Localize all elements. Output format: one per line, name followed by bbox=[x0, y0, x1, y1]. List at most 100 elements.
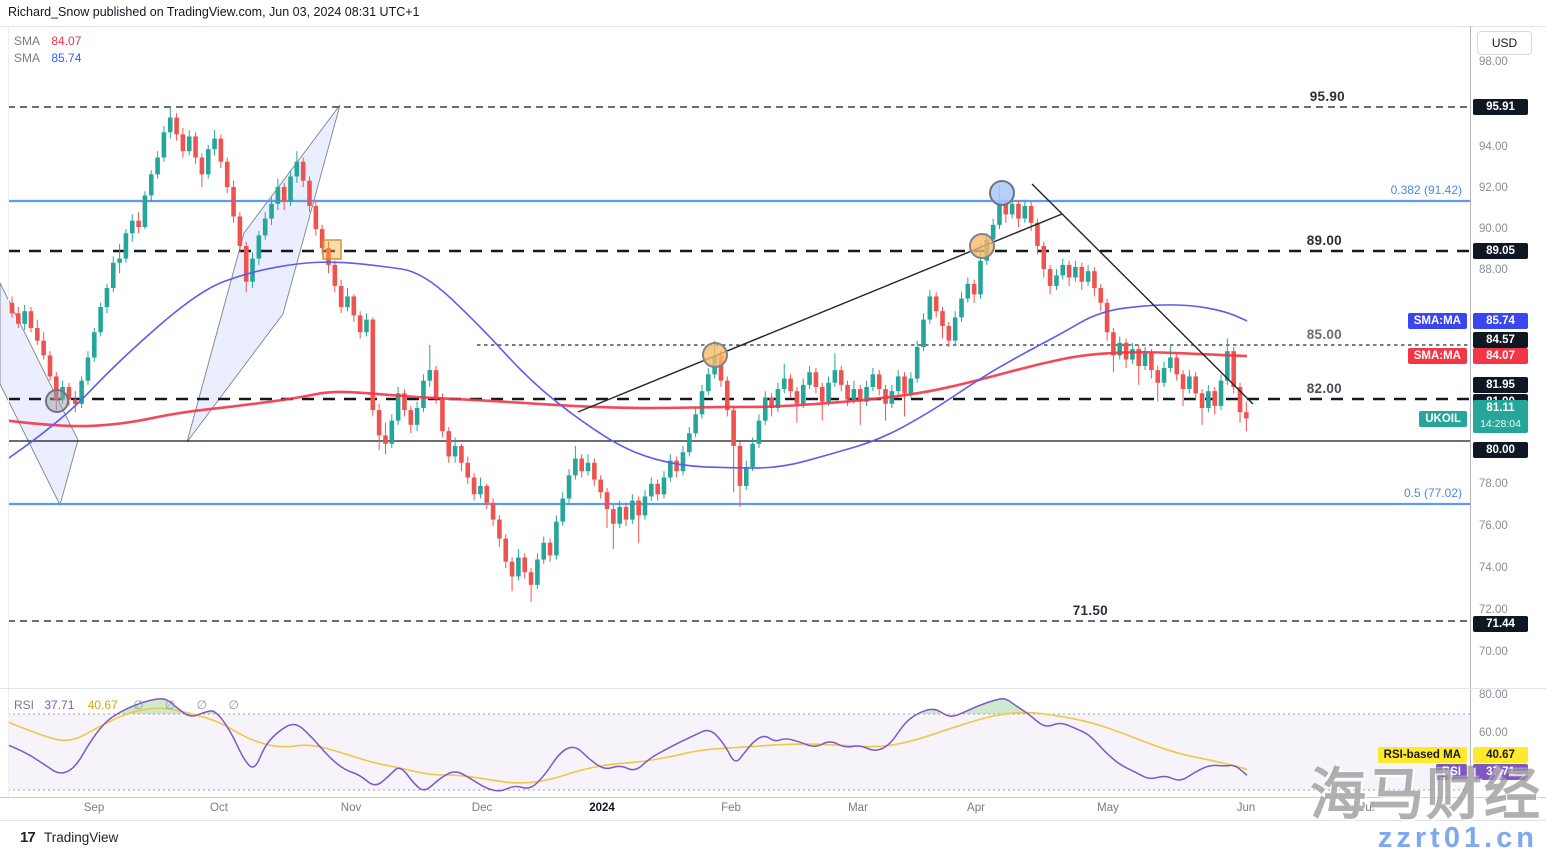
candle-body bbox=[1104, 302, 1110, 333]
time-label-Jun[interactable]: Jun bbox=[1236, 802, 1256, 814]
candle-body bbox=[256, 235, 262, 259]
price-axis-border[interactable] bbox=[1470, 26, 1471, 820]
time-label-Dec[interactable]: Dec bbox=[471, 802, 493, 814]
price-tick-98.00: 98.00 bbox=[1479, 56, 1508, 68]
candle-body bbox=[167, 117, 173, 133]
candle-body bbox=[243, 245, 249, 282]
candle-body bbox=[1168, 357, 1173, 369]
candle-body bbox=[1218, 380, 1224, 406]
candle-body bbox=[224, 161, 230, 187]
circle-marker-1[interactable] bbox=[45, 389, 69, 413]
candle-body bbox=[91, 332, 97, 358]
candle-body bbox=[148, 174, 154, 196]
candle-body bbox=[547, 542, 553, 556]
candle-body bbox=[421, 380, 426, 409]
pane-separator[interactable] bbox=[0, 688, 1546, 689]
circle-marker-3[interactable] bbox=[969, 233, 995, 259]
time-label-Mar[interactable]: Mar bbox=[848, 802, 868, 814]
price-badge-71.44[interactable]: 71.44 bbox=[1473, 616, 1528, 632]
last-price-badge[interactable]: 81.11 14:28:04 bbox=[1473, 400, 1528, 433]
candle-body bbox=[997, 201, 1002, 225]
price-badge-81.95[interactable]: 81.95 bbox=[1473, 377, 1528, 393]
time-label-2024[interactable]: 2024 bbox=[589, 802, 615, 814]
sma-legend: SMA 84.07 SMA 85.74 bbox=[14, 33, 81, 67]
tradingview-logo-icon[interactable]: 17 bbox=[20, 829, 36, 846]
candle-body bbox=[661, 477, 667, 495]
trendline-2 bbox=[1031, 183, 1254, 405]
time-label-Sep[interactable]: Sep bbox=[83, 802, 105, 814]
candle-body bbox=[946, 325, 952, 341]
last-price-time: 14:28:04 bbox=[1480, 418, 1521, 430]
time-label-May[interactable]: May bbox=[1097, 802, 1119, 814]
price-badge-84.07[interactable]: 84.07 bbox=[1473, 348, 1528, 364]
level-label-89.00: 89.00 bbox=[1306, 233, 1342, 248]
price-badge-80.00[interactable]: 80.00 bbox=[1473, 442, 1528, 458]
time-label-Feb[interactable]: Feb bbox=[721, 802, 741, 814]
candle-body bbox=[921, 319, 926, 347]
circle-marker-4[interactable] bbox=[989, 180, 1015, 206]
candle-body bbox=[1231, 351, 1236, 387]
candle-body bbox=[1206, 391, 1211, 409]
candle-body bbox=[338, 285, 344, 307]
time-label-Apr[interactable]: Apr bbox=[967, 802, 985, 814]
candle-body bbox=[326, 248, 331, 265]
price-tick-90.00: 90.00 bbox=[1479, 223, 1508, 235]
sma-slow-legend-row[interactable]: SMA 85.74 bbox=[14, 50, 81, 67]
candle-body bbox=[756, 420, 762, 444]
candle-body bbox=[927, 296, 933, 320]
candle-body bbox=[497, 519, 502, 539]
candle-body bbox=[1066, 264, 1072, 278]
candle-body bbox=[218, 138, 224, 162]
candle-body bbox=[528, 572, 534, 585]
candle-body bbox=[490, 502, 496, 520]
candle-body bbox=[376, 410, 382, 436]
tradingview-brand[interactable]: TradingView bbox=[44, 830, 119, 845]
rsi-tag-37.71[interactable]: RSI bbox=[1435, 764, 1467, 780]
square-marker[interactable] bbox=[322, 239, 342, 260]
rsi-line bbox=[7, 698, 1248, 792]
time-label-Nov[interactable]: Nov bbox=[340, 802, 362, 814]
axis-tag-85.74[interactable]: SMA:MA bbox=[1407, 313, 1467, 329]
candle-body bbox=[1193, 376, 1199, 394]
price-badge-89.05[interactable]: 89.05 bbox=[1473, 243, 1528, 259]
candle-body bbox=[845, 384, 850, 400]
candle-body bbox=[186, 136, 192, 152]
candle-body bbox=[617, 506, 622, 524]
candle-body bbox=[440, 397, 445, 432]
candle-body bbox=[971, 283, 977, 295]
sma-fast-legend-row[interactable]: SMA 84.07 bbox=[14, 33, 81, 50]
candle-body bbox=[275, 186, 281, 204]
time-axis[interactable]: Sep Oct Nov Dec 2024 Feb Mar Apr May Jun Jul bbox=[0, 797, 1546, 821]
currency-usd-button[interactable]: USD bbox=[1477, 31, 1532, 55]
time-label-Oct[interactable]: Oct bbox=[210, 802, 228, 814]
rsi-badge-40.67[interactable]: 40.67 bbox=[1473, 747, 1528, 763]
price-badge-85.74[interactable]: 85.74 bbox=[1473, 313, 1528, 329]
time-label-Jul[interactable]: Jul bbox=[1359, 802, 1375, 814]
price-tick-76.00: 76.00 bbox=[1479, 520, 1508, 532]
candle-body bbox=[630, 500, 635, 520]
rsi-legend[interactable]: RSI 37.71 40.67 ∅ ∅ ∅ ∅ bbox=[14, 697, 248, 713]
sma-slow-value: 85.74 bbox=[51, 51, 82, 65]
candle-body bbox=[161, 132, 167, 158]
candle-body bbox=[592, 462, 597, 480]
candle-body bbox=[509, 561, 515, 577]
circle-marker-2[interactable] bbox=[702, 342, 728, 368]
price-badge-84.57[interactable]: 84.57 bbox=[1473, 332, 1528, 348]
rsi-tag-40.67[interactable]: RSI-based MA bbox=[1377, 747, 1467, 763]
axis-tag-84.07[interactable]: SMA:MA bbox=[1407, 348, 1467, 364]
candle-body bbox=[383, 435, 388, 444]
level-label-82.00: 82.00 bbox=[1306, 381, 1342, 396]
candle-body bbox=[838, 370, 844, 385]
candle-body bbox=[1098, 288, 1104, 303]
candle-body bbox=[914, 346, 920, 379]
candle-body bbox=[560, 498, 566, 522]
symbol-tag-ukoil[interactable]: UKOIL bbox=[1419, 411, 1467, 427]
candle-body bbox=[743, 466, 749, 486]
rsi-badge-37.71[interactable]: 37.71 bbox=[1473, 764, 1528, 780]
indicator-toggle-icons[interactable]: ∅ ∅ ∅ ∅ bbox=[133, 698, 248, 712]
price-badge-95.91[interactable]: 95.91 bbox=[1473, 99, 1528, 115]
candle-body bbox=[573, 458, 578, 476]
sma-fast-line bbox=[7, 350, 1248, 428]
candle-body bbox=[1244, 412, 1249, 419]
